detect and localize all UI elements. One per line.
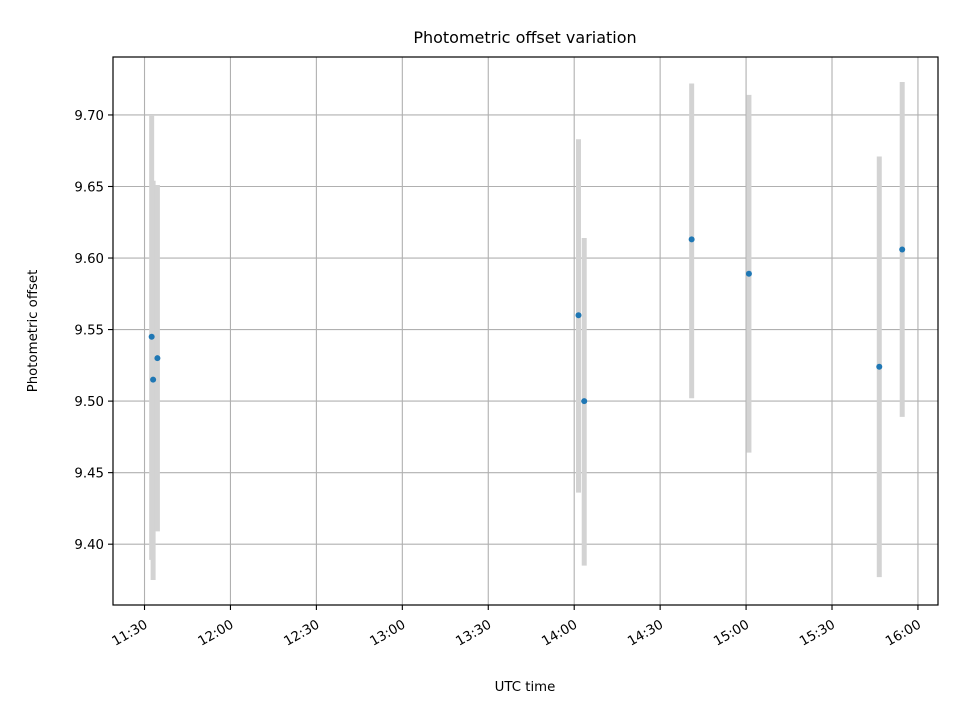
x-axis-title: UTC time [495,680,556,695]
data-point [899,246,906,253]
y-axis: 9.40 9.45 9.50 9.55 9.60 9.65 9.70 [74,109,113,553]
y-tick-label: 9.55 [74,324,104,339]
y-tick-label: 9.65 [74,180,104,195]
chart-title: Photometric offset variation [413,28,636,47]
grid [113,57,938,605]
data-points [148,236,906,405]
data-point [150,376,157,383]
data-point [688,236,695,243]
data-point [154,355,161,362]
data-point [581,398,588,405]
y-tick-label: 9.70 [74,109,104,124]
y-tick-label: 9.45 [74,467,104,482]
y-axis-title: Photometric offset [26,270,41,393]
data-point [876,363,883,370]
data-point [745,270,752,277]
y-tick-label: 9.50 [74,395,104,410]
data-point [148,333,155,340]
plot-frame [112,56,939,606]
y-tick-label: 9.40 [74,538,104,553]
y-tick-label: 9.60 [74,252,104,267]
data-point [575,312,582,319]
